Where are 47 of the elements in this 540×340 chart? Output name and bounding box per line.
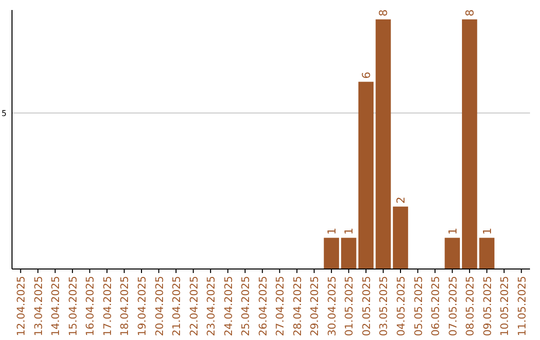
y-tick-label: 5 <box>1 108 7 118</box>
x-tick-label: 11.05.2025 <box>516 276 528 336</box>
x-tick-label: 02.05.2025 <box>360 276 373 336</box>
x-tick-label: 20.04.2025 <box>154 276 166 336</box>
data-label: 1 <box>325 228 338 235</box>
bar <box>462 19 478 269</box>
x-tick-label: 08.05.2025 <box>464 276 477 336</box>
x-tick-label: 29.04.2025 <box>309 276 322 336</box>
bar <box>324 238 340 269</box>
data-label: 1 <box>480 228 494 235</box>
data-label: 6 <box>360 72 373 79</box>
x-tick-label: 28.04.2025 <box>292 276 304 336</box>
data-label: 1 <box>342 228 356 235</box>
x-tick-label: 13.04.2025 <box>32 276 45 336</box>
x-tick-label: 18.04.2025 <box>119 276 132 336</box>
x-tick-label: 05.05.2025 <box>412 276 425 336</box>
x-tick-label: 23.04.2025 <box>206 276 218 336</box>
data-label: 2 <box>394 196 408 204</box>
x-tick-label: 21.04.2025 <box>171 276 184 336</box>
x-tick-label: 03.05.2025 <box>378 276 390 336</box>
bar <box>392 206 408 269</box>
x-tick-label: 17.04.2025 <box>102 276 114 336</box>
data-label: 8 <box>464 9 477 16</box>
x-tick-label: 24.04.2025 <box>222 276 235 336</box>
x-tick-label: 04.05.2025 <box>396 276 408 336</box>
x-tick-label: 14.04.2025 <box>50 276 62 336</box>
x-tick-label: 27.04.2025 <box>274 276 287 336</box>
data-label: 8 <box>377 9 390 16</box>
x-tick-label: 26.04.2025 <box>257 276 270 336</box>
x-tick-label: 19.04.2025 <box>136 276 148 336</box>
x-tick-label: 25.04.2025 <box>240 276 252 336</box>
x-tick-label: 12.04.2025 <box>16 276 28 336</box>
bar <box>341 238 356 269</box>
bar <box>479 238 494 269</box>
x-tick-label: 09.05.2025 <box>482 276 494 336</box>
x-tick-label: 10.05.2025 <box>499 276 512 336</box>
bar <box>444 238 460 269</box>
x-tick-label: 16.04.2025 <box>84 276 97 336</box>
x-tick-label: 06.05.2025 <box>430 276 442 336</box>
data-label: 1 <box>446 228 460 235</box>
x-tick-label: 07.05.2025 <box>447 276 460 336</box>
x-tick-label: 22.04.2025 <box>188 276 200 336</box>
x-tick-label: 01.05.2025 <box>344 276 356 336</box>
bar <box>358 82 374 269</box>
x-tick-label: 15.04.2025 <box>67 276 80 336</box>
x-tick-label: 30.04.2025 <box>326 276 338 336</box>
bar <box>376 19 391 269</box>
